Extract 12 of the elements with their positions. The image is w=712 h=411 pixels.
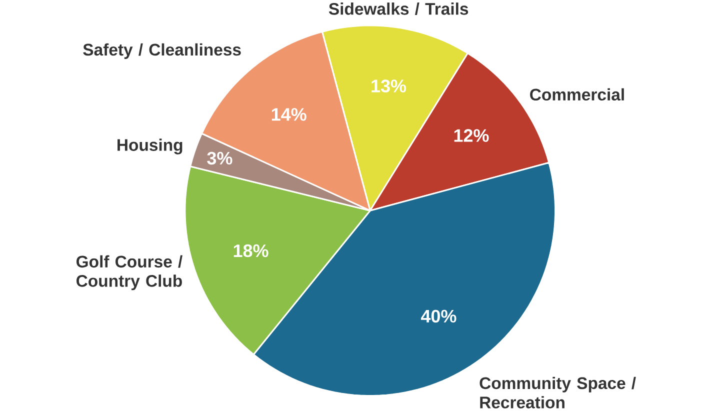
slice-label: Golf Course / Country Club xyxy=(76,255,182,290)
slice-label: Safety / Cleanliness xyxy=(83,43,241,59)
data-label: 13% xyxy=(372,80,406,92)
slice-label: Sidewalks / Trails xyxy=(328,2,468,16)
data-label: 12% xyxy=(454,129,489,142)
data-label: 40% xyxy=(420,310,456,323)
data-label: 18% xyxy=(234,244,268,258)
data-label: 14% xyxy=(272,108,306,121)
slice-label: Commercial xyxy=(530,88,624,101)
data-label: 3% xyxy=(207,152,232,165)
slice-label: Community Space / Recreation xyxy=(480,376,636,408)
slice-label: Housing xyxy=(118,138,182,154)
